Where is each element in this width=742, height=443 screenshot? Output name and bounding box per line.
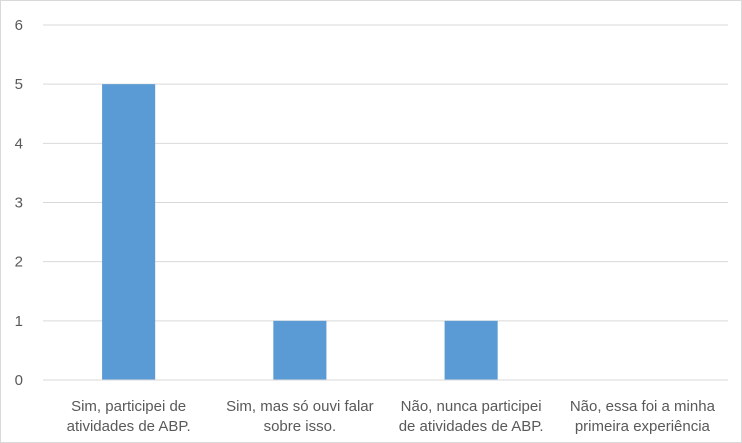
x-category-label-line: atividades de ABP. xyxy=(67,418,191,435)
y-tick-label: 3 xyxy=(15,195,23,212)
x-category-label-line: Não, essa foi a minha xyxy=(570,398,716,415)
y-tick-label: 1 xyxy=(15,313,23,330)
bar-3 xyxy=(444,320,498,380)
x-category-label: Não, nunca participei de atividades de AB… xyxy=(399,398,544,435)
x-category-label: Sim, participei de atividades de ABP. xyxy=(67,398,191,435)
x-category-label: Não, essa foi a minha primeira experiênci… xyxy=(570,398,716,435)
x-category-label-line: sobre isso. xyxy=(264,418,337,435)
bar-1 xyxy=(102,84,156,381)
gridlines xyxy=(43,24,728,322)
bar-2 xyxy=(273,320,327,380)
y-tick-label: 0 xyxy=(15,372,23,389)
x-category-label-line: primeira experiência xyxy=(575,418,711,435)
x-category-label-line: Sim, participei de xyxy=(71,398,186,415)
bars xyxy=(102,84,498,381)
x-category-label-line: Sim, mas só ouvi falar xyxy=(226,398,374,415)
y-axis-tick-labels: 0 1 2 3 4 5 6 xyxy=(15,17,23,389)
y-tick-label: 5 xyxy=(15,76,23,93)
x-category-label-line: de atividades de ABP. xyxy=(399,418,544,435)
y-tick-label: 2 xyxy=(15,254,23,271)
x-category-label: Sim, mas só ouvi falar sobre isso. xyxy=(226,398,374,435)
y-tick-label: 6 xyxy=(15,17,23,34)
x-category-label-line: Não, nunca participei xyxy=(401,398,542,415)
x-axis-category-labels: Sim, participei de atividades de ABP.Sim,… xyxy=(67,398,716,435)
y-tick-label: 4 xyxy=(15,135,23,152)
